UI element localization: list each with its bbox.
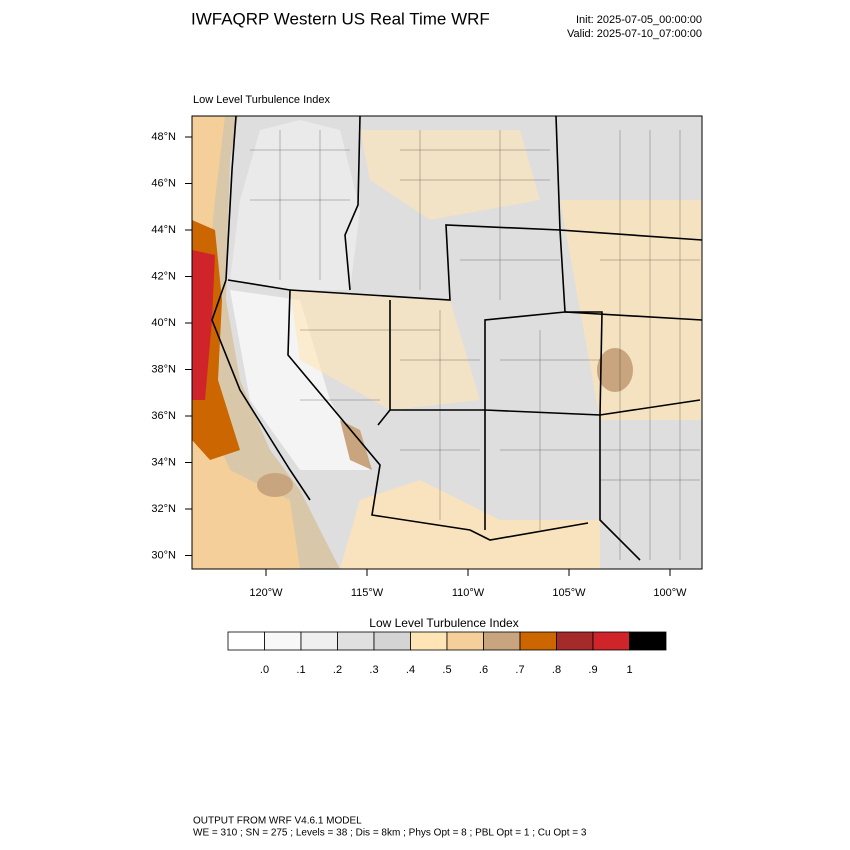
map-frame <box>191 115 703 570</box>
field-patch <box>360 130 540 220</box>
state-borders <box>211 116 702 561</box>
field-patch <box>192 250 215 400</box>
lat-label: 32°N <box>151 503 176 515</box>
color-swatch <box>556 631 594 651</box>
colorbar-label: .2 <box>333 664 342 676</box>
field-patch <box>597 348 633 392</box>
ocean <box>192 116 340 569</box>
footer-line: OUTPUT FROM WRF V4.6.1 MODEL <box>193 816 362 827</box>
colorbar-label: .0 <box>260 664 269 676</box>
field-patch <box>230 290 370 470</box>
color-swatch <box>337 631 375 651</box>
colorbar-label: .3 <box>369 664 378 676</box>
colorbar-title: Low Level Turbulence Index <box>369 616 518 630</box>
lat-label: 44°N <box>151 224 176 236</box>
field-patch <box>230 120 360 290</box>
county-borders <box>250 130 700 560</box>
lon-label: 120°W <box>249 587 283 599</box>
lat-label: 42°N <box>151 270 176 282</box>
color-swatch <box>227 631 265 651</box>
lat-label: 46°N <box>151 177 176 189</box>
title: IWFAQRP Western US Real Time WRF <box>191 9 490 28</box>
footer-line: WE = 310 ; SN = 275 ; Levels = 38 ; Dis … <box>193 828 587 839</box>
color-swatch <box>373 631 411 651</box>
field-title: Low Level Turbulence Index <box>193 94 330 106</box>
lat-label: 40°N <box>151 317 176 329</box>
color-swatch <box>592 631 630 651</box>
color-swatch <box>519 631 557 651</box>
color-swatch <box>264 631 302 651</box>
colorbar-label: .4 <box>406 664 415 676</box>
lat-label: 30°N <box>151 549 176 561</box>
color-swatch <box>300 631 338 651</box>
lat-label: 34°N <box>151 456 176 468</box>
field-patch <box>290 290 480 410</box>
colorbar-label: .6 <box>479 664 488 676</box>
colorbar-label: .7 <box>515 664 524 676</box>
colorbar-label: .5 <box>442 664 451 676</box>
lat-label: 48°N <box>151 131 176 143</box>
field-patch <box>560 200 702 420</box>
lon-label: 115°W <box>351 587 384 599</box>
field-patch <box>340 420 372 470</box>
field-patch <box>257 473 293 497</box>
colorbar-label: .9 <box>588 664 597 676</box>
color-swatch <box>629 631 667 651</box>
color-swatch <box>410 631 448 651</box>
lon-label: 110°W <box>452 587 485 599</box>
colorbar-label: 1 <box>626 664 632 676</box>
field-patch <box>340 480 600 569</box>
lat-label: 38°N <box>151 363 176 375</box>
lat-label: 36°N <box>151 410 176 422</box>
lon-label: 105°W <box>552 587 586 599</box>
color-swatch <box>446 631 484 651</box>
valid-time: Valid: 2025-07-10_07:00:00 <box>567 28 702 40</box>
map <box>191 115 703 570</box>
color-swatch <box>483 631 521 651</box>
init-time: Init: 2025-07-05_00:00:00 <box>576 14 702 26</box>
colorbar-label: .1 <box>296 664 305 676</box>
colorbar-label: .8 <box>552 664 561 676</box>
lon-label: 100°W <box>653 587 687 599</box>
